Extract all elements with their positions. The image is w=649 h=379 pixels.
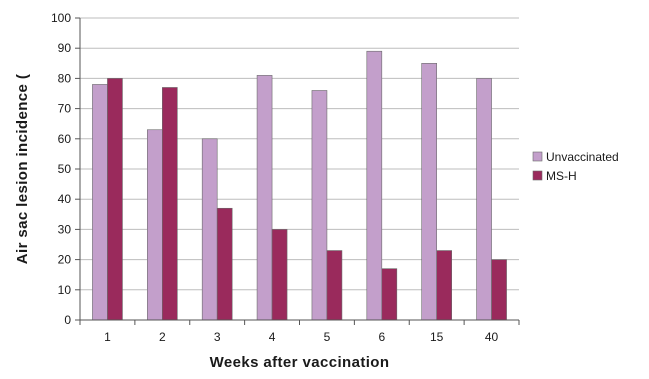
bar-ms-h-week-2 — [162, 87, 177, 320]
x-tick-label: 4 — [269, 330, 276, 344]
bar-ms-h-week-1 — [107, 78, 122, 320]
y-tick-label: 90 — [58, 41, 72, 55]
y-tick-label: 30 — [58, 222, 72, 236]
bar-ms-h-week-4 — [272, 229, 287, 320]
y-tick-label: 80 — [58, 71, 72, 85]
x-tick-label: 2 — [159, 330, 166, 344]
bar-unvaccinated-week-6 — [367, 51, 382, 320]
legend-label-unvaccinated: Unvaccinated — [546, 150, 619, 164]
gridlines — [80, 18, 519, 320]
legend-swatch-ms-h — [533, 171, 542, 180]
y-tick-label: 70 — [58, 102, 72, 116]
bar-ms-h-week-5 — [327, 251, 342, 320]
y-axis-title: Air sac lesion incidence ( — [14, 74, 31, 264]
bar-unvaccinated-week-15 — [422, 63, 437, 320]
y-tick-label: 10 — [58, 283, 72, 297]
bar-unvaccinated-week-3 — [202, 139, 217, 320]
y-tick-label: 0 — [64, 313, 71, 327]
bar-unvaccinated-week-1 — [92, 84, 107, 320]
y-tick-label: 50 — [58, 162, 72, 176]
bar-unvaccinated-week-4 — [257, 75, 272, 320]
bar-ms-h-week-6 — [382, 269, 397, 320]
bar-unvaccinated-week-5 — [312, 90, 327, 320]
y-tick-label: 60 — [58, 132, 72, 146]
legend-label-ms-h: MS-H — [546, 169, 577, 183]
bar-ms-h-week-15 — [437, 251, 452, 320]
bar-ms-h-week-3 — [217, 208, 232, 320]
bar-unvaccinated-week-40 — [477, 78, 492, 320]
y-tick-labels: 0 10 20 30 40 50 60 70 80 90 100 — [51, 11, 80, 327]
legend-swatch-unvaccinated — [533, 152, 542, 161]
bar-unvaccinated-week-2 — [147, 130, 162, 320]
legend: Unvaccinated MS-H — [533, 150, 619, 183]
x-tick-label: 1 — [104, 330, 111, 344]
y-tick-label: 20 — [58, 253, 72, 267]
x-axis-title: Weeks after vaccination — [210, 354, 390, 371]
y-tick-label: 40 — [58, 192, 72, 206]
x-tick-label: 5 — [324, 330, 331, 344]
x-tick-label: 15 — [430, 330, 444, 344]
x-tick-label: 3 — [214, 330, 221, 344]
x-tick-labels: 1 2 3 4 5 6 15 40 — [80, 320, 519, 344]
x-tick-label: 40 — [485, 330, 499, 344]
y-tick-label: 100 — [51, 11, 71, 25]
x-tick-label: 6 — [378, 330, 385, 344]
bar-ms-h-week-40 — [492, 260, 507, 320]
bars — [92, 51, 506, 320]
